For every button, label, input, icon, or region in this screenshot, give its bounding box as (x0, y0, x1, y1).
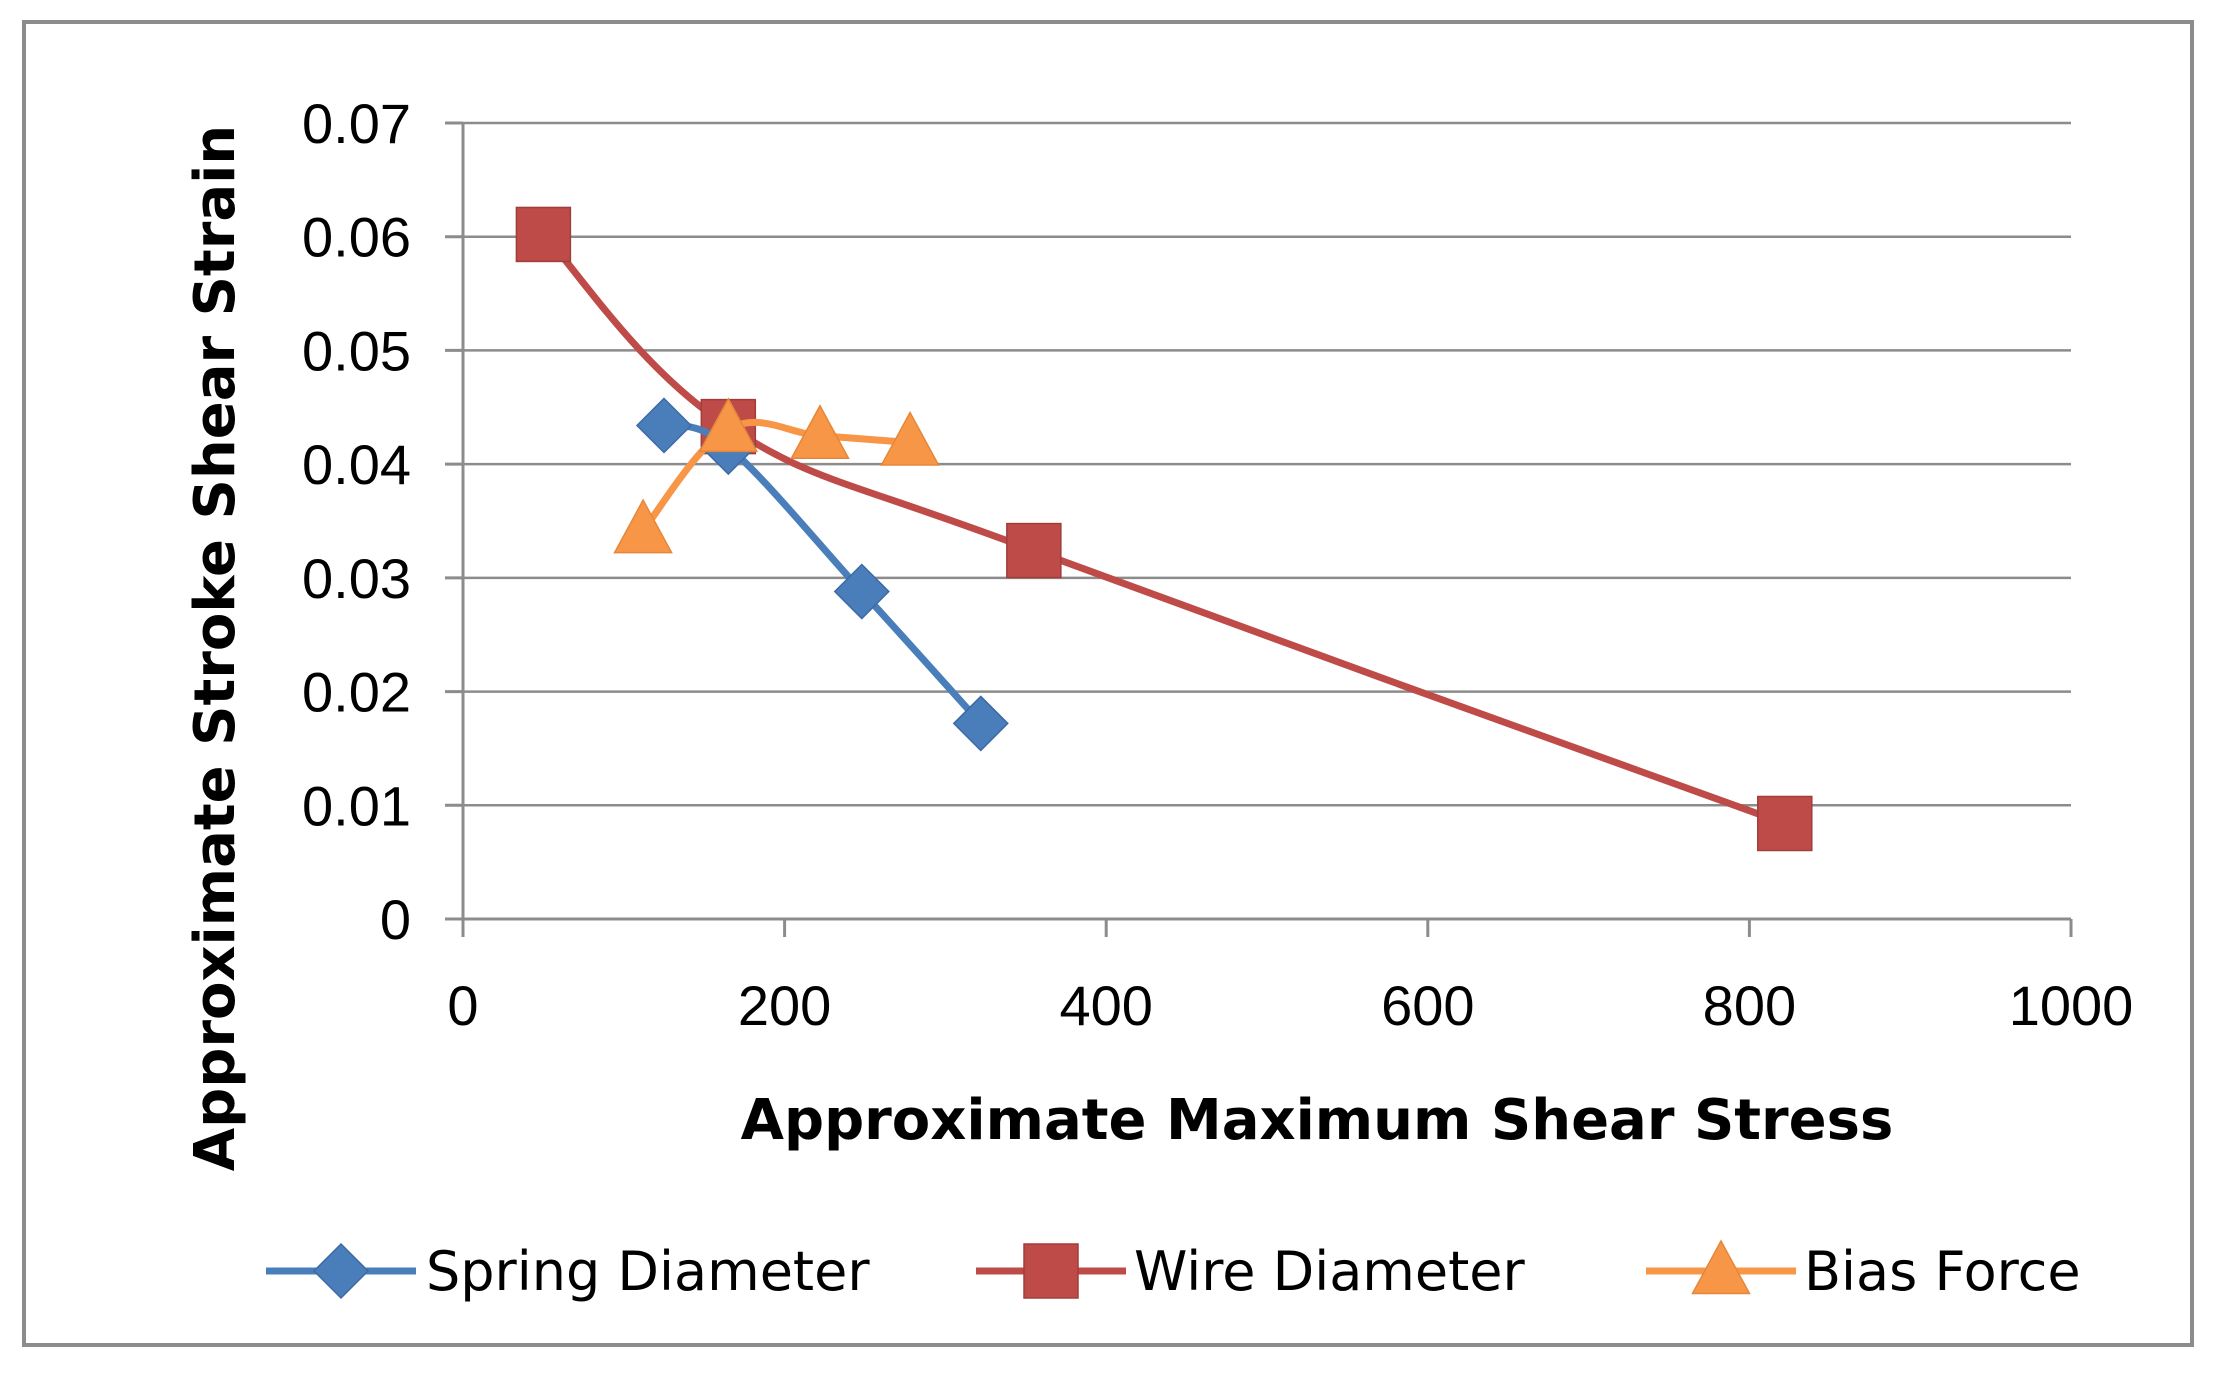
y-tick-label: 0.02 (302, 661, 411, 724)
axes (445, 121, 2073, 937)
series-line (539, 230, 1789, 827)
x-tick-label: 1000 (2009, 974, 2134, 1037)
data-point (880, 410, 940, 466)
x-tick-label: 0 (447, 974, 478, 1037)
tick-labels: 0 0.01 0.02 0.03 0.04 0.05 0.06 0.07 0 200 400 600 8… (302, 92, 2133, 1037)
legend-label: Bias Force (1804, 1240, 2081, 1303)
y-tick-label: 0.06 (302, 206, 411, 269)
y-tick-label: 0.04 (302, 433, 411, 496)
series-wire-diameter (515, 206, 1813, 852)
y-axis-title: Approximate Stroke Shear Strain (183, 125, 248, 1171)
x-axis-title: Approximate Maximum Shear Stress (741, 1088, 1894, 1153)
legend-marker (1691, 1239, 1751, 1295)
x-tick-label: 200 (738, 974, 831, 1037)
data-point (790, 404, 850, 459)
legend-label: Spring Diameter (426, 1240, 870, 1303)
series-bias-force (613, 397, 940, 554)
x-tick-label: 600 (1381, 974, 1474, 1037)
legend: Spring Diameter Wire Diameter Bias Force (266, 1239, 2081, 1303)
series-spring-diameter (635, 397, 1009, 752)
legend-marker (1023, 1243, 1079, 1299)
x-tick-label: 400 (1059, 974, 1152, 1037)
x-tick-label: 800 (1703, 974, 1796, 1037)
legend-marker (312, 1242, 370, 1300)
data-point (1757, 795, 1813, 852)
data-point (952, 695, 1009, 752)
series (515, 206, 1813, 852)
legend-item-wire-diameter: Wire Diameter (976, 1240, 1526, 1303)
legend-item-spring-diameter: Spring Diameter (266, 1240, 870, 1303)
series-line (639, 418, 914, 534)
y-tick-label: 0.03 (302, 547, 411, 610)
legend-label: Wire Diameter (1134, 1240, 1526, 1303)
y-tick-label: 0.01 (302, 774, 411, 837)
data-point (833, 563, 890, 620)
data-point (515, 206, 572, 263)
series-line (660, 421, 985, 727)
gridlines (463, 121, 2071, 807)
legend-item-bias-force: Bias Force (1646, 1239, 2081, 1303)
y-tick-label: 0.05 (302, 319, 411, 382)
data-point (698, 397, 759, 453)
data-point (1006, 522, 1062, 579)
chart: 0 0.01 0.02 0.03 0.04 0.05 0.06 0.07 0 200 400 600 8… (183, 92, 2133, 1303)
y-tick-label: 0.07 (302, 92, 411, 155)
data-point (613, 498, 673, 554)
chart-frame: 0 0.01 0.02 0.03 0.04 0.05 0.06 0.07 0 200 400 600 8… (22, 20, 2194, 1347)
y-tick-label: 0 (380, 888, 411, 951)
data-point (635, 397, 693, 454)
